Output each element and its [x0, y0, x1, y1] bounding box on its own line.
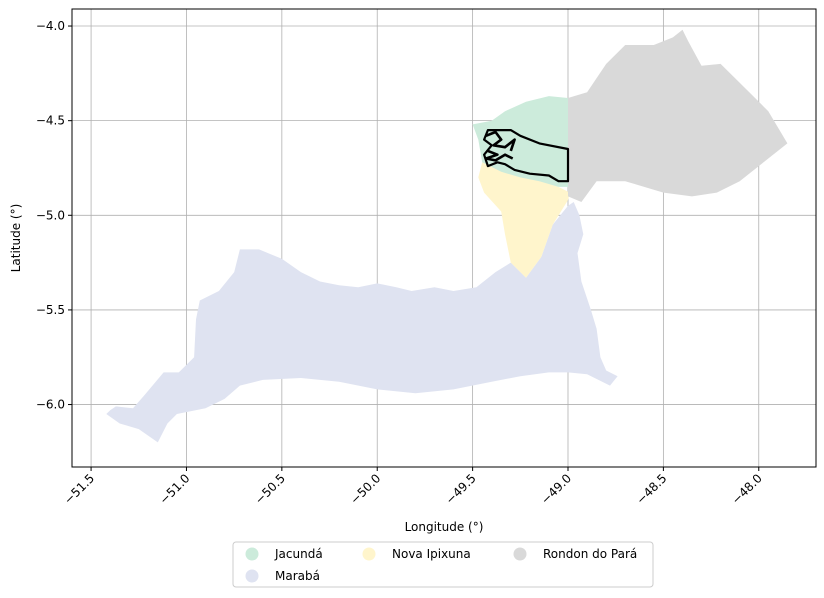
study-area-outline: [483, 129, 570, 183]
study-area-inner-line: [484, 149, 514, 162]
legend: Jacundá Marabá Nova Ipixuna Rondon do Pa…: [232, 541, 654, 588]
y-tick-label: −5.0: [36, 208, 65, 222]
legend-label-rondon-do-para: Rondon do Pará: [543, 547, 637, 561]
legend-label-nova-ipixuna: Nova Ipixuna: [392, 547, 471, 561]
legend-marker-nova-ipixuna: [362, 547, 376, 561]
y-axis-label: Latitude (°): [9, 204, 23, 273]
x-tick-label: −51.5: [61, 471, 97, 507]
legend-frame: [232, 541, 654, 588]
y-tick-label: −4.5: [36, 114, 65, 128]
legend-marker-maraba: [245, 569, 259, 583]
x-tick-label: −48.5: [634, 471, 670, 507]
x-tick-label: −50.5: [252, 471, 288, 507]
y-axis-ticks: −4.0 −4.5 −5.0 −5.5 −6.0: [36, 19, 72, 412]
x-tick-label: −49.5: [443, 471, 479, 507]
legend-marker-rondon-do-para: [513, 547, 527, 561]
region-polygons: [106, 29, 788, 443]
x-tick-label: −50.0: [347, 471, 383, 507]
x-axis-label: Longitude (°): [405, 520, 484, 534]
y-tick-label: −6.0: [36, 398, 65, 412]
x-tick-label: −51.0: [157, 471, 193, 507]
region-nova-ipixuna: [478, 162, 570, 278]
region-maraba: [106, 202, 618, 443]
study-area-boundary: [483, 129, 570, 183]
study-area-inner-line: [485, 130, 516, 152]
legend-label-jacunda: Jacundá: [274, 547, 323, 561]
region-jacunda: [472, 96, 568, 187]
legend-label-maraba: Marabá: [275, 569, 320, 583]
plot-frame: [71, 8, 817, 468]
x-tick-label: −49.0: [538, 471, 574, 507]
region-rondon-do-para: [568, 29, 788, 202]
legend-marker-jacunda: [245, 547, 259, 561]
x-tick-label: −48.0: [729, 471, 765, 507]
y-tick-label: −5.5: [36, 303, 65, 317]
x-axis-ticks: −51.5 −51.0 −50.5 −50.0 −49.5 −49.0 −48.5 −48.0: [61, 467, 765, 507]
y-tick-label: −4.0: [36, 19, 65, 33]
